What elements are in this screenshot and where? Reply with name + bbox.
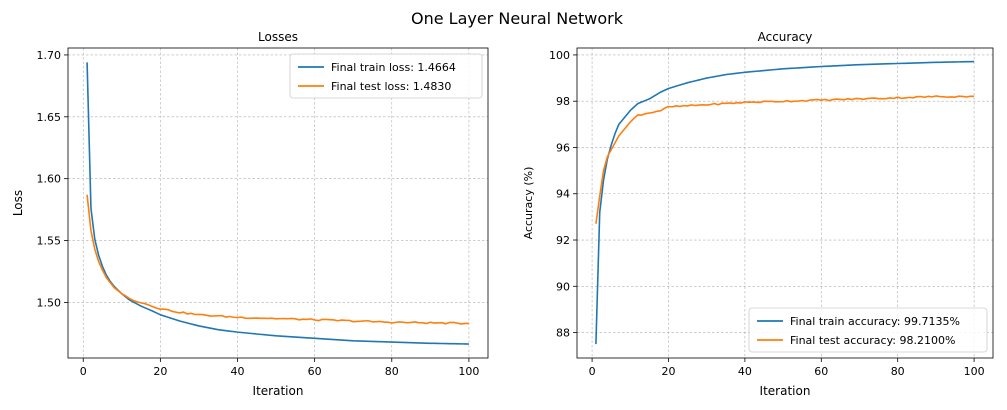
legend-entry: Final train loss: 1.4664	[331, 61, 456, 74]
figure-title: One Layer Neural Network	[411, 9, 624, 28]
x-axis-label: Iteration	[760, 384, 811, 398]
axes-frame	[67, 47, 489, 359]
x-tick-label: 60	[308, 365, 322, 378]
x-tick-label: 20	[661, 365, 675, 378]
y-tick-label: 1.70	[37, 49, 62, 62]
x-tick-label: 100	[964, 365, 985, 378]
y-tick-label: 100	[549, 49, 570, 62]
series-line-test	[595, 95, 975, 224]
x-tick-label: 40	[738, 365, 752, 378]
y-tick-label: 1.60	[37, 173, 62, 186]
x-tick-label: 0	[80, 365, 87, 378]
chart-title: Accuracy	[758, 30, 813, 44]
accuracy-chart: Accuracy 0 20 40 60 80 100 88 90 92 94 96 98 100 Itera…	[522, 30, 994, 398]
legend: Final train loss: 1.4664 Final test loss:…	[289, 53, 483, 99]
y-tick-label: 96	[556, 141, 570, 154]
legend-box	[289, 53, 483, 99]
x-tick-label: 80	[891, 365, 905, 378]
legend-entry: Final test accuracy: 98.2100%	[790, 334, 955, 347]
y-tick-label: 90	[556, 280, 570, 293]
y-tick-label: 98	[556, 95, 570, 108]
legend-entry: Final train accuracy: 99.7135%	[790, 315, 960, 328]
x-tick-label: 100	[458, 365, 479, 378]
axes-frame	[576, 47, 994, 359]
y-axis-label: Accuracy (%)	[522, 167, 535, 240]
y-tick-label: 1.55	[37, 235, 62, 248]
legend-box	[748, 307, 988, 353]
x-axis-label: Iteration	[253, 384, 304, 398]
series-line-test	[86, 194, 469, 325]
legend: Final train accuracy: 99.7135% Final test…	[748, 307, 988, 353]
series-line-train	[86, 62, 469, 345]
y-tick-label: 88	[556, 327, 570, 340]
losses-chart: Losses 0 20 40 60 80 100 1.50 1.55 1.60 1.65 1.70 It…	[11, 30, 489, 398]
y-axis-label: Loss	[11, 190, 25, 216]
y-tick-label: 92	[556, 234, 570, 247]
y-tick-label: 94	[556, 188, 570, 201]
x-tick-label: 40	[231, 365, 245, 378]
x-tick-label: 0	[589, 365, 596, 378]
legend-entry: Final test loss: 1.4830	[331, 80, 451, 93]
series-line-train	[595, 60, 975, 345]
y-tick-label: 1.50	[37, 296, 62, 309]
x-tick-label: 20	[153, 365, 167, 378]
chart-title: Losses	[258, 30, 298, 44]
x-tick-label: 60	[814, 365, 828, 378]
y-tick-label: 1.65	[37, 111, 62, 124]
x-tick-label: 80	[385, 365, 399, 378]
